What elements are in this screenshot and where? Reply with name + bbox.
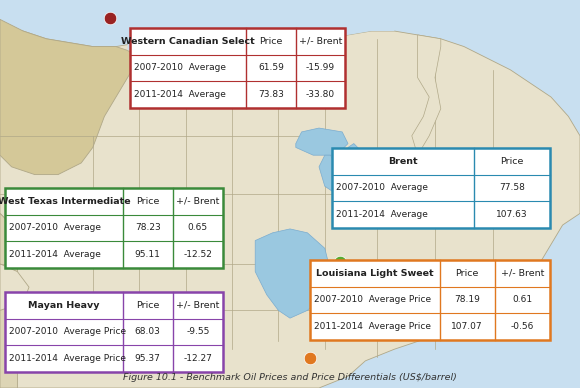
Text: 61.59: 61.59 bbox=[258, 64, 284, 73]
Polygon shape bbox=[412, 35, 441, 155]
Text: 78.19: 78.19 bbox=[454, 296, 480, 305]
Text: -15.99: -15.99 bbox=[306, 64, 335, 73]
Polygon shape bbox=[365, 182, 394, 190]
Polygon shape bbox=[441, 194, 458, 210]
Text: -33.80: -33.80 bbox=[306, 90, 335, 99]
Text: 2011-2014  Average: 2011-2014 Average bbox=[9, 250, 101, 259]
Text: 2007-2010  Average Price: 2007-2010 Average Price bbox=[314, 296, 431, 305]
Text: +/- Brent: +/- Brent bbox=[176, 197, 220, 206]
Text: 107.63: 107.63 bbox=[496, 210, 528, 219]
Text: -0.56: -0.56 bbox=[511, 322, 534, 331]
Polygon shape bbox=[296, 128, 348, 155]
Text: -9.55: -9.55 bbox=[186, 327, 209, 336]
Bar bbox=[310, 260, 550, 340]
Bar bbox=[130, 28, 345, 108]
Text: 2011-2014  Average Price: 2011-2014 Average Price bbox=[314, 322, 431, 331]
Text: 2007-2010  Average: 2007-2010 Average bbox=[9, 223, 101, 232]
Polygon shape bbox=[383, 167, 406, 175]
Bar bbox=[332, 148, 550, 228]
Text: 2007-2010  Average Price: 2007-2010 Average Price bbox=[9, 327, 126, 336]
Polygon shape bbox=[0, 19, 580, 388]
Text: Mayan Heavy: Mayan Heavy bbox=[28, 301, 100, 310]
Text: Figure 10.1 - Benchmark Oil Prices and Price Differentials (US$/barrel): Figure 10.1 - Benchmark Oil Prices and P… bbox=[123, 373, 457, 382]
Text: Brent: Brent bbox=[388, 157, 418, 166]
Text: 2011-2014  Average Price: 2011-2014 Average Price bbox=[9, 354, 126, 363]
Text: 95.11: 95.11 bbox=[135, 250, 161, 259]
Bar bbox=[5, 188, 223, 268]
Polygon shape bbox=[348, 144, 371, 182]
Text: 2011-2014  Average: 2011-2014 Average bbox=[336, 210, 428, 219]
Text: Price: Price bbox=[136, 301, 160, 310]
Text: 73.83: 73.83 bbox=[258, 90, 284, 99]
Text: 68.03: 68.03 bbox=[135, 327, 161, 336]
Text: +/- Brent: +/- Brent bbox=[501, 269, 544, 278]
Text: 2007-2010  Average: 2007-2010 Average bbox=[134, 64, 226, 73]
Polygon shape bbox=[255, 229, 331, 318]
Text: 0.65: 0.65 bbox=[188, 223, 208, 232]
Text: 107.07: 107.07 bbox=[451, 322, 483, 331]
Text: 2011-2014  Average: 2011-2014 Average bbox=[134, 90, 226, 99]
Text: -12.27: -12.27 bbox=[183, 354, 212, 363]
Polygon shape bbox=[0, 213, 17, 388]
Text: Price: Price bbox=[455, 269, 479, 278]
Bar bbox=[5, 292, 223, 372]
Text: Western Canadian Select: Western Canadian Select bbox=[121, 37, 255, 46]
Text: 78.23: 78.23 bbox=[135, 223, 161, 232]
Polygon shape bbox=[0, 19, 139, 175]
Text: 95.37: 95.37 bbox=[135, 354, 161, 363]
Text: +/- Brent: +/- Brent bbox=[176, 301, 220, 310]
Text: 77.58: 77.58 bbox=[499, 184, 525, 192]
Text: +/- Brent: +/- Brent bbox=[299, 37, 342, 46]
Text: Louisiana Light Sweet: Louisiana Light Sweet bbox=[316, 269, 434, 278]
Text: West Texas Intermediate: West Texas Intermediate bbox=[0, 197, 130, 206]
Text: 0.61: 0.61 bbox=[512, 296, 532, 305]
Polygon shape bbox=[0, 264, 29, 310]
Text: Price: Price bbox=[500, 157, 524, 166]
Polygon shape bbox=[128, 0, 394, 50]
Text: 2007-2010  Average: 2007-2010 Average bbox=[336, 184, 428, 192]
Polygon shape bbox=[319, 155, 342, 194]
Text: Price: Price bbox=[259, 37, 282, 46]
Text: -12.52: -12.52 bbox=[183, 250, 212, 259]
Text: Price: Price bbox=[136, 197, 160, 206]
